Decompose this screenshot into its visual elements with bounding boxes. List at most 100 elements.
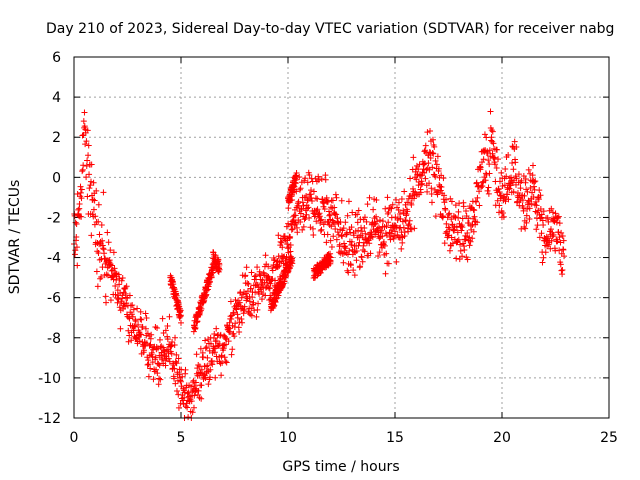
data-point xyxy=(114,287,121,294)
data-point xyxy=(288,226,295,233)
data-point xyxy=(359,258,366,265)
data-point xyxy=(525,166,532,173)
data-point xyxy=(171,365,178,372)
data-point xyxy=(464,230,471,237)
data-point xyxy=(156,362,163,369)
data-point xyxy=(116,281,123,288)
data-point xyxy=(387,236,394,243)
data-point xyxy=(495,156,502,163)
data-point xyxy=(90,206,97,213)
data-point xyxy=(287,248,294,255)
data-point xyxy=(254,264,261,271)
data-point xyxy=(327,237,334,244)
data-point xyxy=(428,199,435,206)
data-points xyxy=(71,108,568,421)
data-point xyxy=(317,217,324,224)
data-point xyxy=(351,272,358,279)
data-point xyxy=(152,354,159,361)
data-point xyxy=(476,202,483,209)
data-point xyxy=(383,223,390,230)
data-point xyxy=(465,219,472,226)
data-point xyxy=(400,209,407,216)
data-point xyxy=(278,239,285,246)
data-point xyxy=(432,157,439,164)
data-point xyxy=(299,199,306,206)
data-point xyxy=(137,316,144,323)
data-point xyxy=(90,179,97,186)
data-point xyxy=(350,267,357,274)
data-point xyxy=(175,404,182,411)
data-point xyxy=(252,289,259,296)
data-point xyxy=(285,205,292,212)
data-point xyxy=(111,265,118,272)
data-point xyxy=(168,342,175,349)
data-point xyxy=(98,273,105,280)
data-point xyxy=(528,200,535,207)
data-point xyxy=(225,338,232,345)
data-point xyxy=(177,377,184,384)
data-point xyxy=(467,238,474,245)
data-point xyxy=(108,262,115,269)
data-point xyxy=(304,205,311,212)
data-point xyxy=(452,202,459,209)
data-point xyxy=(445,211,452,218)
data-point xyxy=(136,338,143,345)
data-point xyxy=(81,109,88,116)
data-point xyxy=(426,180,433,187)
data-point xyxy=(542,249,549,256)
data-point xyxy=(162,327,169,334)
data-point xyxy=(124,295,131,302)
y-tick-label: 2 xyxy=(52,130,61,146)
data-point xyxy=(520,207,527,214)
data-point xyxy=(429,149,436,156)
data-point xyxy=(489,128,496,135)
data-point xyxy=(262,252,269,259)
data-point xyxy=(408,226,415,233)
data-point xyxy=(404,208,411,215)
data-point xyxy=(360,242,367,249)
data-point xyxy=(333,194,340,201)
data-point xyxy=(227,313,234,320)
data-point xyxy=(496,209,503,216)
data-point xyxy=(411,195,418,202)
data-point xyxy=(559,266,566,273)
data-point xyxy=(240,310,247,317)
data-point xyxy=(308,187,315,194)
data-point xyxy=(223,359,230,366)
data-point xyxy=(560,246,567,253)
data-point xyxy=(325,198,332,205)
data-point xyxy=(424,188,431,195)
data-point xyxy=(406,217,413,224)
data-point xyxy=(164,336,171,343)
data-point xyxy=(558,267,565,274)
data-point xyxy=(379,233,386,240)
data-point xyxy=(107,297,114,304)
data-point xyxy=(533,202,540,209)
data-point xyxy=(238,294,245,301)
data-point xyxy=(139,324,146,331)
data-point xyxy=(193,351,200,358)
data-point xyxy=(534,222,541,229)
data-point xyxy=(284,245,291,252)
data-point xyxy=(297,210,304,217)
chart-title: Day 210 of 2023, Sidereal Day-to-day VTE… xyxy=(46,21,614,37)
data-point xyxy=(305,204,312,211)
data-point xyxy=(297,185,304,192)
data-point xyxy=(96,231,103,238)
data-point xyxy=(231,333,238,340)
data-point xyxy=(480,156,487,163)
data-point xyxy=(387,204,394,211)
data-point xyxy=(375,252,382,259)
data-point xyxy=(454,229,461,236)
data-point xyxy=(250,299,257,306)
data-point xyxy=(185,414,192,421)
y-tick-label: -6 xyxy=(47,291,61,307)
data-point xyxy=(538,214,545,221)
data-point xyxy=(401,229,408,236)
data-point xyxy=(395,206,402,213)
data-point xyxy=(353,248,360,255)
data-point xyxy=(306,171,313,178)
data-point xyxy=(522,225,529,232)
data-point xyxy=(486,161,493,168)
data-point xyxy=(513,143,520,150)
